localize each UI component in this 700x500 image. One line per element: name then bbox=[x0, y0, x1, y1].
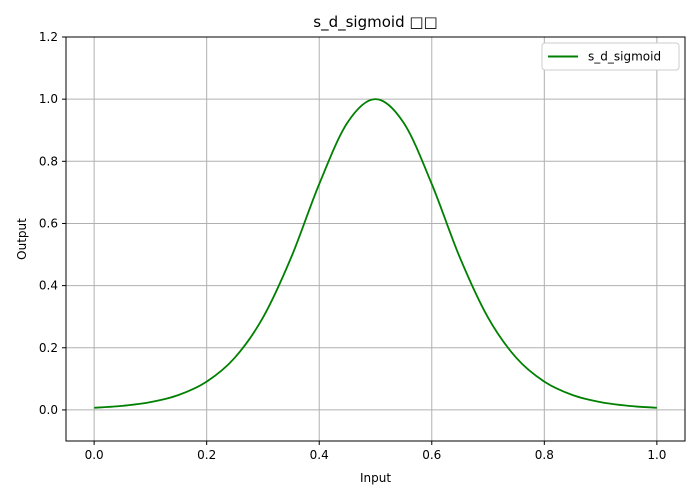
x-axis-label: Input bbox=[360, 471, 391, 485]
y-axis-label: Output bbox=[15, 218, 29, 260]
x-tick-label: 0.2 bbox=[197, 448, 216, 462]
y-tick-label: 0.2 bbox=[39, 341, 58, 355]
x-tick-label: 0.4 bbox=[310, 448, 329, 462]
ticks: 0.0 0.2 0.4 0.6 0.8 1.0 0.0 0.2 0.4 0.6 0.8 1.0 1.2 bbox=[39, 30, 667, 462]
y-tick-label: 1.0 bbox=[39, 92, 58, 106]
y-tick-label: 0.6 bbox=[39, 216, 58, 230]
x-tick-label: 0.8 bbox=[535, 448, 554, 462]
y-tick-label: 1.2 bbox=[39, 30, 58, 44]
legend: s_d_sigmoid bbox=[541, 42, 680, 71]
y-tick-label: 0.4 bbox=[39, 279, 58, 293]
y-tick-label: 0.8 bbox=[39, 154, 58, 168]
y-tick-label: 0.0 bbox=[39, 403, 58, 417]
chart-title: s_d_sigmoid □□ bbox=[313, 13, 437, 32]
series-layer bbox=[94, 98, 657, 409]
x-tick-label: 0.0 bbox=[85, 448, 104, 462]
legend-box bbox=[541, 42, 680, 71]
plot-frame bbox=[65, 36, 686, 442]
series-line-s-d-sigmoid bbox=[94, 98, 657, 409]
legend-label: s_d_sigmoid bbox=[588, 50, 661, 64]
x-tick-label: 0.6 bbox=[422, 448, 441, 462]
x-tick-label: 1.0 bbox=[647, 448, 666, 462]
